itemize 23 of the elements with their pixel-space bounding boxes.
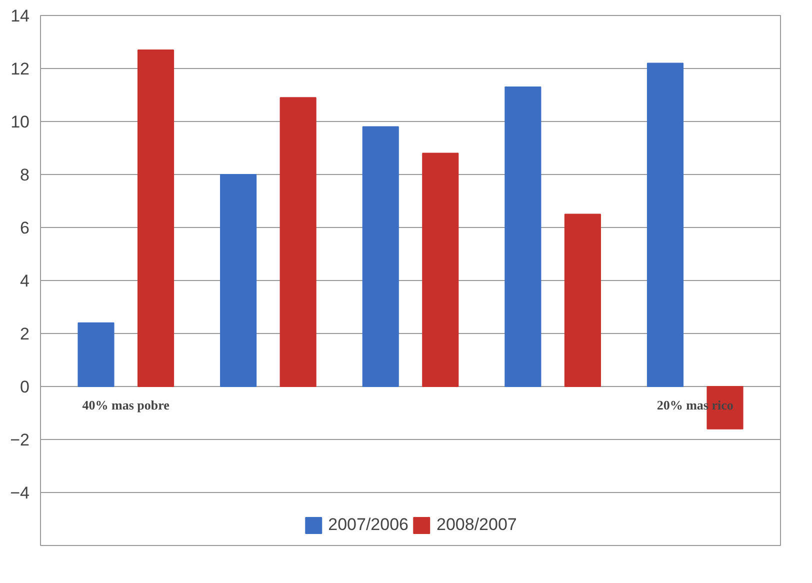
bar (422, 152, 459, 387)
bar (646, 62, 684, 387)
legend-label: 2007/2006 (328, 515, 408, 535)
bar (280, 97, 316, 387)
bar (137, 49, 174, 387)
bar (504, 86, 542, 387)
y-tick-label: −2 (10, 430, 30, 450)
y-tick-label: 0 (20, 378, 30, 396)
y-tick-label: 6 (20, 218, 30, 238)
y-tick-label: 12 (10, 60, 30, 78)
y-tick-label: 4 (20, 272, 30, 290)
bar (564, 214, 601, 387)
x-tick-label: 40% mas pobre (82, 398, 170, 412)
bar (362, 126, 399, 387)
y-tick-label: 14 (10, 6, 30, 26)
bar (706, 386, 744, 430)
bar (78, 322, 114, 387)
bar (220, 174, 257, 387)
y-tick-label: −4 (10, 484, 30, 502)
legend-label: 2008/2007 (436, 515, 517, 535)
y-tick-label: 2 (20, 324, 30, 344)
y-tick-label: 8 (20, 166, 30, 184)
y-tick-label: 10 (10, 112, 30, 132)
